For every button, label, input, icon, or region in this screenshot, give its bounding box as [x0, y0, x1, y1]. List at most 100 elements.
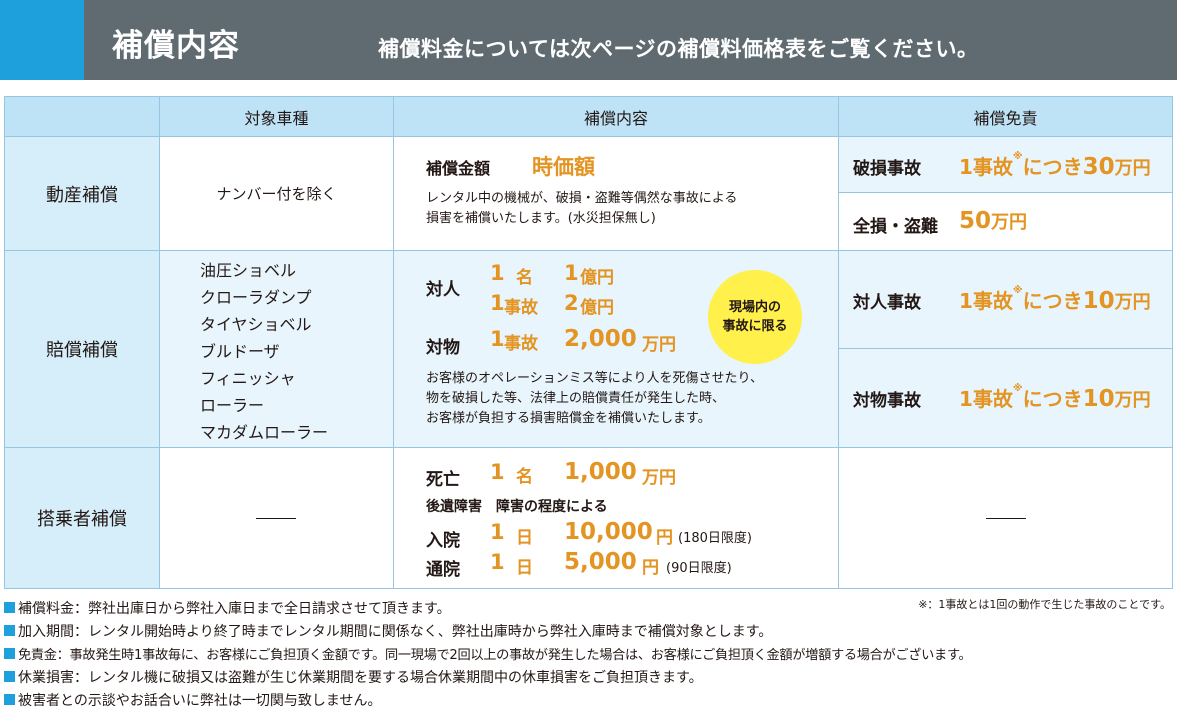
note-mark: ※	[1012, 151, 1023, 162]
notes-section: ※：1事故とは1回の動作で生じた事故のことです。 補償料金：弊社出庫日から弊社入…	[4, 596, 1173, 711]
person-count: 1	[490, 261, 505, 285]
death-amount-unit: 万円	[642, 468, 676, 488]
hospital-amount: 10,000	[564, 519, 653, 545]
outpatient-unit: 日	[516, 558, 533, 578]
header-banner: 補償内容 補償料金については次ページの補償料価格表をご覧ください。	[0, 0, 1177, 80]
outpatient-label: 通院	[426, 560, 460, 580]
vehicle-item: 油圧ショベル	[200, 261, 297, 280]
deductible-per: につき	[1022, 155, 1083, 179]
note-item: 加入期間：レンタル開始時より終了時までレンタル期間に関係なく、弊社出庫時から弊社…	[4, 619, 1173, 642]
deductible-label: 全損・盗難	[853, 217, 938, 237]
hospital-amount-unit: 円	[656, 528, 673, 548]
passenger-content: 死亡 1 名 1,000 万円 後遺障害 障害の程度による 入院 1 日 10,…	[394, 448, 839, 589]
vehicle-item: フィニッシャ	[200, 369, 296, 388]
person-amount: 1	[564, 261, 579, 285]
coverage-table: 対象車種 補償内容 補償免責 動産補償 ナンバー付を除く 補償金額 時価額 レン…	[4, 96, 1173, 589]
accident-unit: 事故	[504, 298, 538, 318]
death-amount: 1,000	[564, 459, 637, 485]
deductible-amount: 50	[959, 208, 992, 234]
deductible-label: 対人事故	[853, 293, 921, 313]
empty-dash	[986, 518, 1026, 519]
note-text: 補償料金：弊社出庫日から弊社入庫日まで全日請求させて頂きます。	[18, 600, 451, 617]
deductible-damage: 破損事故 1事故※につき30万円	[839, 137, 1173, 193]
passenger-vehicles	[160, 448, 394, 589]
outpatient-amount: 5,000	[564, 549, 637, 575]
header-content: 補償内容	[394, 96, 839, 137]
vehicle-item: クローラダンプ	[200, 288, 312, 307]
header-deductible: 補償免責	[839, 96, 1173, 137]
note-item: 被害者との示談やお話合いに弊社は一切関与致しません。	[4, 688, 1173, 711]
death-count: 1	[490, 460, 505, 484]
deductible-per: につき	[1022, 289, 1083, 313]
deductible-property: 対物事故 1事故※につき10万円	[839, 349, 1173, 448]
bullet-square-icon	[4, 625, 15, 636]
note-item: 休業損害：レンタル機に破損又は盗難が生じ休業期間を要する場合休業期間中の休車損害…	[4, 665, 1173, 688]
deductible-amount: 10	[1082, 386, 1115, 412]
deductible-unit: 万円	[1114, 292, 1151, 313]
outpatient-amount-unit: 円	[642, 558, 659, 578]
property-damage-unit: 事故	[504, 334, 538, 354]
property-damage-amount: 2,000	[564, 326, 637, 352]
deductible-person: 対人事故 1事故※につき10万円	[839, 251, 1173, 349]
note-mark: ※	[1012, 383, 1023, 394]
liability-desc-3: お客様が負担する損害賠償金を補償いたします。	[426, 411, 711, 426]
deductible-unit: 万円	[1114, 158, 1151, 179]
vehicle-item: タイヤショベル	[200, 315, 312, 334]
page-subtitle: 補償料金については次ページの補償料価格表をご覧ください。	[378, 37, 979, 61]
bullet-square-icon	[4, 602, 15, 613]
person-amount-unit: 億円	[580, 268, 614, 288]
property-content: 補償金額 時価額 レンタル中の機械が、破損・盗難等偶然な事故による 損害を補償い…	[394, 137, 839, 251]
note-text: 免責金：事故発生時1事故毎に、お客様にご負担頂く金額です。同一現場で2回以上の事…	[18, 648, 972, 663]
header-vehicles: 対象車種	[160, 96, 394, 137]
deductible-total-loss: 全損・盗難 50万円	[839, 193, 1173, 251]
outpatient-count: 1	[490, 550, 505, 574]
property-desc-2: 損害を補償いたします。(水災担保無し)	[426, 211, 656, 226]
deductible-per-accident: 1事故	[959, 155, 1013, 179]
aftereffect-note: 後遺障害 障害の程度による	[426, 499, 608, 515]
bullet-square-icon	[4, 648, 15, 659]
empty-dash	[256, 518, 296, 519]
property-damage-amount-unit: 万円	[642, 335, 676, 355]
header-corner	[4, 96, 160, 137]
vehicle-item: ローラー	[200, 396, 265, 415]
banner-accent-block	[0, 0, 84, 80]
death-unit: 名	[516, 467, 533, 487]
vehicle-item: ブルドーザ	[200, 342, 280, 361]
note-text: 休業損害：レンタル機に破損又は盗難が生じ休業期間を要する場合休業期間中の休車損害…	[18, 669, 703, 686]
bullet-square-icon	[4, 694, 15, 705]
hospital-unit: 日	[516, 528, 533, 548]
note-text: 加入期間：レンタル開始時より終了時までレンタル期間に関係なく、弊社出庫時から弊社…	[18, 623, 773, 640]
deductible-per: につき	[1022, 387, 1083, 411]
row-label-liability: 賠償補償	[4, 251, 160, 448]
deductible-label: 対物事故	[853, 391, 921, 411]
vehicle-item: マカダムローラー	[200, 423, 329, 442]
deductible-unit: 万円	[1114, 390, 1151, 411]
accident-amount: 2	[564, 291, 579, 315]
deductible-amount: 10	[1082, 288, 1115, 314]
hospital-label: 入院	[426, 531, 460, 551]
onsite-only-badge: 現場内の 事故に限る	[708, 270, 802, 364]
liability-vehicles: 油圧ショベル クローラダンプ タイヤショベル ブルドーザ フィニッシャ ローラー…	[160, 251, 394, 448]
hospital-limit: (180日限度)	[678, 531, 752, 546]
note-text: 被害者との示談やお話合いに弊社は一切関与致しません。	[18, 692, 382, 709]
person-unit: 名	[516, 268, 533, 288]
deductible-per-accident: 1事故	[959, 387, 1013, 411]
death-label: 死亡	[426, 470, 460, 490]
outpatient-limit: (90日限度)	[666, 561, 732, 576]
deductible-per-accident: 1事故	[959, 289, 1013, 313]
amount-value: 時価額	[532, 155, 595, 179]
note-item: 補償料金：弊社出庫日から弊社入庫日まで全日請求させて頂きます。	[4, 596, 1173, 619]
accident-count: 1	[490, 291, 505, 315]
deductible-label: 破損事故	[853, 159, 921, 179]
page-title: 補償内容	[112, 28, 240, 64]
passenger-deductible	[839, 448, 1173, 589]
row-label-property: 動産補償	[4, 137, 160, 251]
amount-label: 補償金額	[426, 159, 491, 178]
property-vehicles: ナンバー付を除く	[160, 137, 394, 251]
liability-desc-1: お客様のオペレーションミス等により人を死傷させたり、	[426, 371, 763, 386]
property-desc-1: レンタル中の機械が、破損・盗難等偶然な事故による	[426, 191, 738, 206]
note-item: 免責金：事故発生時1事故毎に、お客様にご負担頂く金額です。同一現場で2回以上の事…	[4, 642, 1173, 665]
badge-line: 現場内の	[728, 300, 781, 315]
note-mark: ※	[1012, 285, 1023, 296]
liability-desc-2: 物を破損した等、法律上の賠償責任が発生した時、	[426, 391, 726, 406]
